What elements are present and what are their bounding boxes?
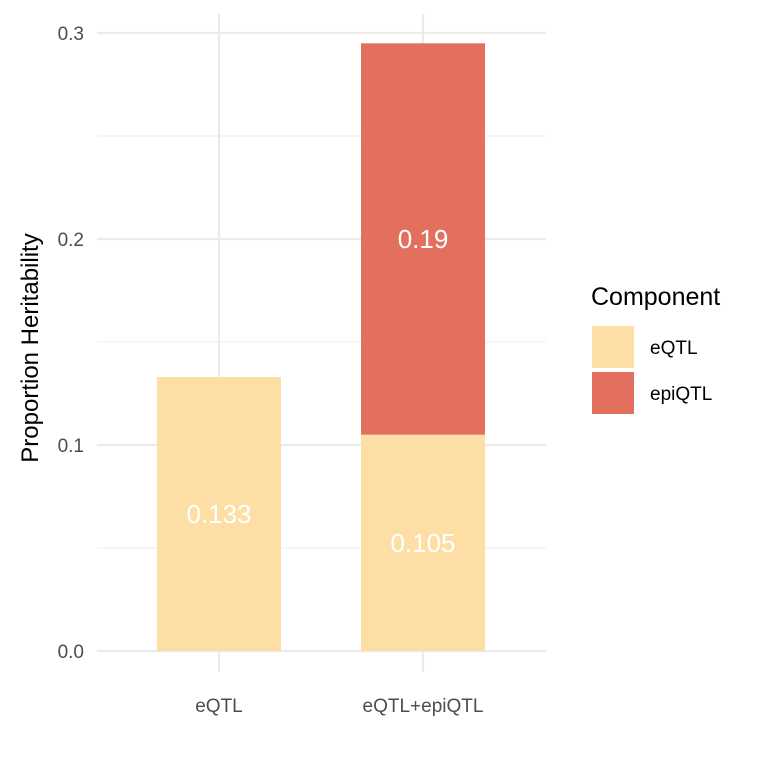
data-label: 0.19 — [398, 224, 449, 254]
y-axis-title: Proportion Heritability — [17, 233, 44, 462]
y-tick-label: 0.3 — [58, 24, 84, 45]
bar-labels: 0.133 0.105 0.19 — [186, 224, 455, 558]
legend-swatch-eqtl — [592, 326, 634, 368]
bar-epiqtl-eqtl-epiqtl — [361, 43, 485, 435]
y-tick-label: 0.1 — [58, 436, 84, 457]
legend: Component eQTL epiQTL — [591, 283, 720, 414]
data-label: 0.133 — [186, 499, 251, 529]
y-tick-label: 0.2 — [58, 230, 84, 251]
legend-entries: eQTL epiQTL — [592, 326, 712, 414]
x-tick-label: eQTL — [195, 696, 243, 717]
bars — [157, 43, 485, 651]
legend-label-epiqtl: epiQTL — [650, 384, 712, 405]
x-axis-tick-labels: eQTL eQTL+epiQTL — [195, 696, 483, 717]
y-axis-tick-labels: 0.0 0.1 0.2 0.3 — [58, 24, 84, 663]
legend-label-eqtl: eQTL — [650, 338, 698, 359]
x-tick-label: eQTL+epiQTL — [363, 696, 484, 717]
bar-eqtl-eqtl — [157, 377, 281, 651]
legend-swatch-epiqtl — [592, 372, 634, 414]
bar-eqtl-eqtl-epiqtl — [361, 434, 485, 651]
data-label: 0.105 — [390, 528, 455, 558]
y-tick-label: 0.0 — [58, 642, 84, 663]
legend-title: Component — [591, 283, 720, 311]
